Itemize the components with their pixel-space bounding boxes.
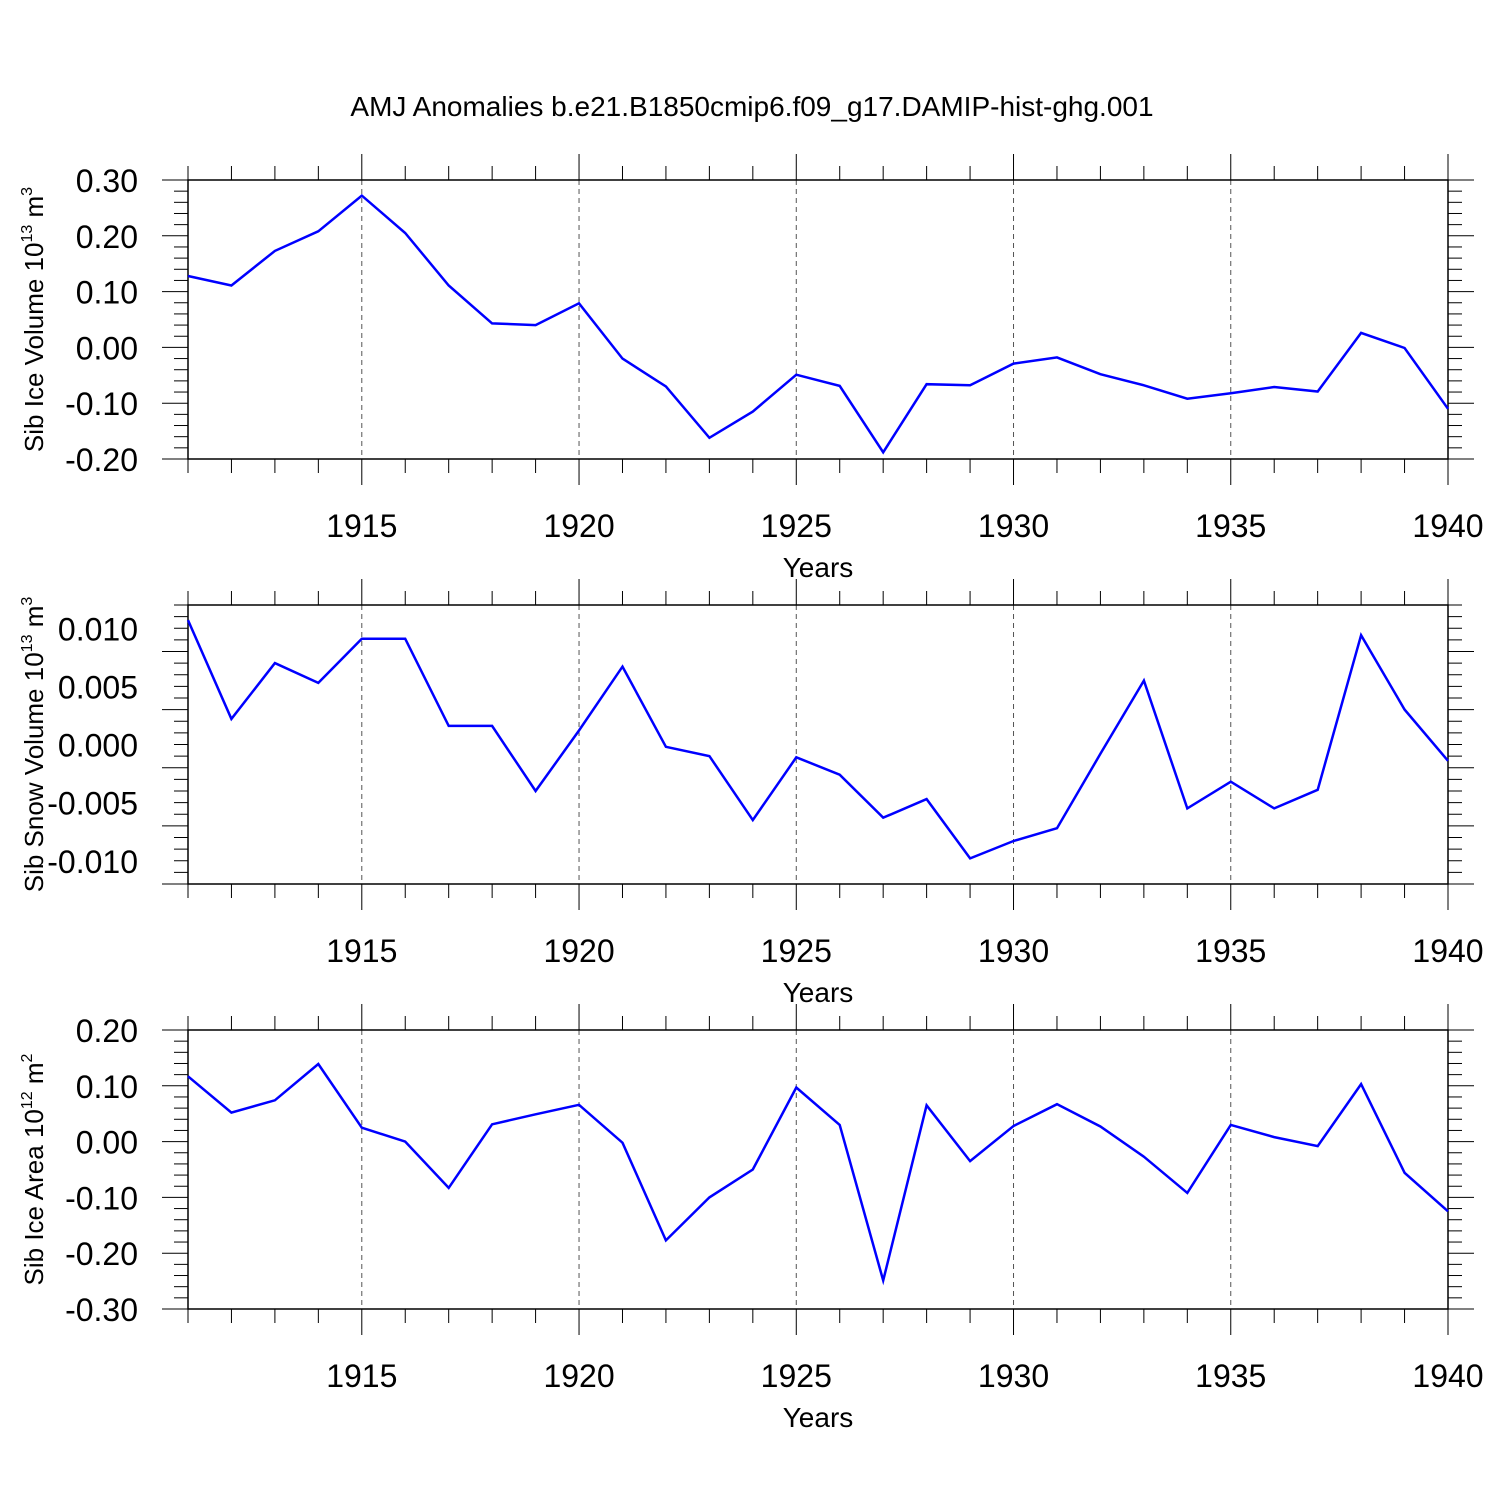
x-tick-label: 1935 — [1195, 508, 1266, 544]
x-tick-label: 1930 — [978, 933, 1049, 969]
x-tick-label: 1930 — [978, 1358, 1049, 1394]
y-tick-label: 0.005 — [58, 669, 138, 705]
x-tick-label: 1915 — [326, 933, 397, 969]
x-tick-label: 1940 — [1412, 1358, 1483, 1394]
chart-panel-2: 0.010 0.005 0.000 -0.005 -0.010 1915 1920 1925 1… — [19, 579, 1484, 1008]
data-series-line — [187, 1062, 1449, 1286]
x-axis-label: Years — [783, 552, 854, 583]
x-axis-label: Years — [783, 1402, 854, 1433]
x-tick-label: 1935 — [1195, 1358, 1266, 1394]
x-tick-label: 1915 — [326, 508, 397, 544]
x-tick-label: 1925 — [761, 933, 832, 969]
y-tick-label: 0.00 — [76, 330, 138, 366]
y-tick-label: -0.20 — [65, 442, 138, 478]
data-series-line — [187, 193, 1450, 455]
y-tick-label: 0.10 — [76, 1069, 138, 1105]
plot-frame — [187, 1029, 1449, 1310]
chart-panel-1: 0.30 0.20 0.10 0.00 -0.10 -0.20 1915 1920 1925 19… — [19, 154, 1484, 583]
y-tick-label: -0.10 — [65, 386, 138, 422]
x-tick-label: 1935 — [1195, 933, 1266, 969]
x-tick-label: 1925 — [761, 1358, 832, 1394]
y-tick-label: 0.000 — [58, 728, 138, 764]
data-series-line — [186, 619, 1449, 860]
y-tick-label: -0.10 — [65, 1180, 138, 1216]
x-tick-label: 1940 — [1412, 933, 1483, 969]
y-tick-label: -0.30 — [65, 1292, 138, 1328]
y-axis-label: Sib Ice Area 1012 m2 — [19, 1053, 49, 1285]
y-tick-label: 0.10 — [76, 275, 138, 311]
y-tick-label: 0.20 — [76, 1013, 138, 1049]
plot-frame — [187, 179, 1449, 460]
x-tick-label: 1940 — [1412, 508, 1483, 544]
y-axis-label: Sib Snow Volume 1013 m3 — [19, 597, 49, 893]
y-tick-label: 0.30 — [76, 163, 138, 199]
y-tick-label: -0.010 — [47, 844, 138, 880]
x-tick-label: 1920 — [543, 1358, 614, 1394]
figure-title: AMJ Anomalies b.e21.B1850cmip6.f09_g17.D… — [350, 91, 1153, 122]
y-tick-label: -0.005 — [47, 786, 138, 822]
x-tick-label: 1930 — [978, 508, 1049, 544]
x-tick-label: 1920 — [543, 933, 614, 969]
chart-panel-3: 0.20 0.10 0.00 -0.10 -0.20 -0.30 1915 1920 1925 1… — [19, 1004, 1484, 1433]
x-tick-label: 1925 — [761, 508, 832, 544]
y-axis-label: Sib Ice Volume 1013 m3 — [19, 187, 49, 452]
x-axis-label: Years — [783, 977, 854, 1008]
plot-frame — [187, 604, 1449, 885]
x-tick-label: 1920 — [543, 508, 614, 544]
y-tick-label: -0.20 — [65, 1236, 138, 1272]
y-tick-label: 0.010 — [58, 611, 138, 647]
y-tick-label: 0.20 — [76, 219, 138, 255]
x-tick-label: 1915 — [326, 1358, 397, 1394]
y-tick-label: 0.00 — [76, 1125, 138, 1161]
